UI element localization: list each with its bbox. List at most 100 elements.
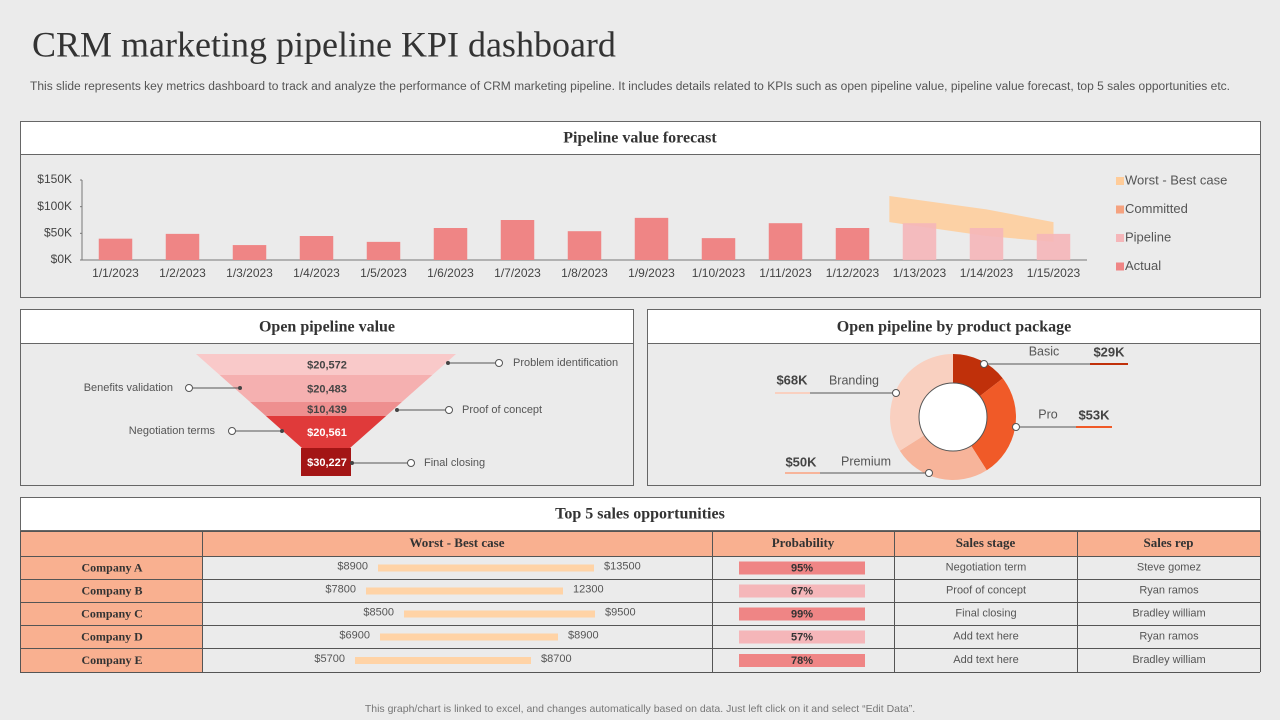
bar — [433, 228, 468, 260]
worst-value: $5700 — [314, 653, 345, 665]
funnel-layer — [301, 448, 351, 476]
callout-circle — [1012, 423, 1020, 431]
callout-circle — [407, 459, 415, 467]
callout-dot — [350, 461, 354, 465]
worst-value: $6900 — [339, 629, 370, 641]
callout-circle — [495, 359, 503, 367]
footer-note: This graph/chart is linked to excel, and… — [365, 703, 915, 715]
bar — [768, 223, 803, 260]
sales-stage: Negotiation term — [946, 561, 1027, 573]
funnel-value-label: $20,572 — [307, 359, 347, 371]
range-bar — [380, 633, 558, 641]
callout-circle — [892, 389, 900, 397]
funnel-layer — [265, 416, 387, 448]
x-tick-label: 1/3/2023 — [226, 266, 273, 280]
x-tick-label: 1/11/2023 — [759, 266, 812, 280]
bar — [567, 231, 602, 260]
legend-swatch — [1116, 205, 1124, 214]
legend-swatch — [1116, 234, 1124, 242]
callout-circle — [185, 384, 193, 392]
value-label: $29K — [1093, 344, 1125, 359]
stage-label: Proof of concept — [462, 404, 542, 416]
funnel-layer — [250, 402, 402, 416]
panel-header — [20, 121, 1261, 155]
pie-slice — [971, 378, 1016, 471]
bar — [835, 228, 870, 260]
panel-title: Open pipeline value — [259, 319, 395, 336]
funnel-value-label: $20,483 — [307, 383, 347, 395]
y-tick-label: $100K — [37, 199, 72, 213]
category-label: Basic — [1029, 344, 1060, 358]
company-name: Company B — [81, 583, 142, 597]
bar — [366, 241, 401, 260]
x-tick-label: 1/2/2023 — [159, 266, 206, 280]
best-value: $8900 — [568, 629, 599, 641]
category-label: Branding — [829, 373, 879, 387]
x-tick-label: 1/14/2023 — [960, 266, 1014, 280]
sales-rep: Ryan ramos — [1139, 630, 1199, 642]
legend-label: Committed — [1125, 201, 1188, 216]
pie-slice — [890, 354, 953, 451]
bar — [1036, 233, 1071, 260]
probability: 78% — [791, 655, 813, 667]
stage-label: Final closing — [424, 457, 485, 469]
sales-rep: Bradley william — [1132, 607, 1205, 619]
probability: 99% — [791, 608, 813, 620]
y-tick-label: $0K — [51, 252, 72, 266]
range-bar — [378, 564, 594, 572]
legend-swatch — [1116, 262, 1124, 271]
probability-bar — [739, 584, 865, 598]
funnel-value-label: $10,439 — [307, 404, 347, 416]
best-value: $13500 — [604, 560, 641, 572]
stage-label: Benefits validation — [84, 382, 173, 394]
probability: 95% — [791, 562, 813, 574]
x-tick-label: 1/5/2023 — [360, 266, 407, 280]
row-label-cell — [20, 579, 202, 602]
company-name: Company E — [81, 653, 142, 667]
sales-stage: Add text here — [953, 630, 1018, 642]
x-tick-label: 1/1/2023 — [92, 266, 139, 280]
callout-dot — [395, 408, 399, 412]
probability: 67% — [791, 585, 813, 597]
funnel-layer — [196, 354, 456, 375]
range-band — [889, 196, 1054, 242]
callout-dot — [280, 429, 284, 433]
x-tick-label: 1/10/2023 — [692, 266, 746, 280]
table-header-row — [20, 531, 1260, 556]
category-label: Pro — [1038, 407, 1058, 421]
value-label: $50K — [785, 454, 817, 469]
donut-hole — [918, 382, 988, 452]
callout-dot — [446, 361, 450, 365]
column-header: Worst - Best case — [410, 535, 505, 550]
worst-value: $7800 — [325, 583, 356, 595]
stage-label: Negotiation terms — [129, 425, 216, 437]
x-tick-label: 1/8/2023 — [561, 266, 608, 280]
probability-bar — [739, 607, 865, 621]
range-bar — [404, 610, 595, 618]
x-tick-label: 1/6/2023 — [427, 266, 474, 280]
pie-slice — [899, 435, 987, 480]
panel-header — [20, 497, 1261, 531]
funnel-layer — [219, 375, 433, 402]
x-tick-label: 1/7/2023 — [494, 266, 541, 280]
funnel-value-label: $30,227 — [307, 457, 347, 469]
best-value: $9500 — [605, 606, 636, 618]
bar — [902, 223, 937, 260]
x-tick-label: 1/12/2023 — [826, 266, 880, 280]
legend-label: Actual — [1125, 258, 1161, 273]
panel-header — [20, 309, 634, 344]
company-name: Company C — [81, 606, 143, 620]
worst-value: $8900 — [337, 560, 368, 572]
sales-rep: Steve gomez — [1137, 561, 1201, 573]
x-tick-label: 1/13/2023 — [893, 266, 947, 280]
callout-dot — [238, 386, 242, 390]
pie-slice — [953, 354, 1003, 397]
company-name: Company D — [81, 629, 143, 643]
column-header: Sales rep — [1144, 535, 1194, 550]
y-tick-label: $150K — [37, 172, 72, 186]
column-header: Probability — [772, 535, 835, 550]
worst-value: $8500 — [363, 606, 394, 618]
legend-label: Worst - Best case — [1125, 172, 1227, 187]
legend-label: Pipeline — [1125, 229, 1171, 244]
